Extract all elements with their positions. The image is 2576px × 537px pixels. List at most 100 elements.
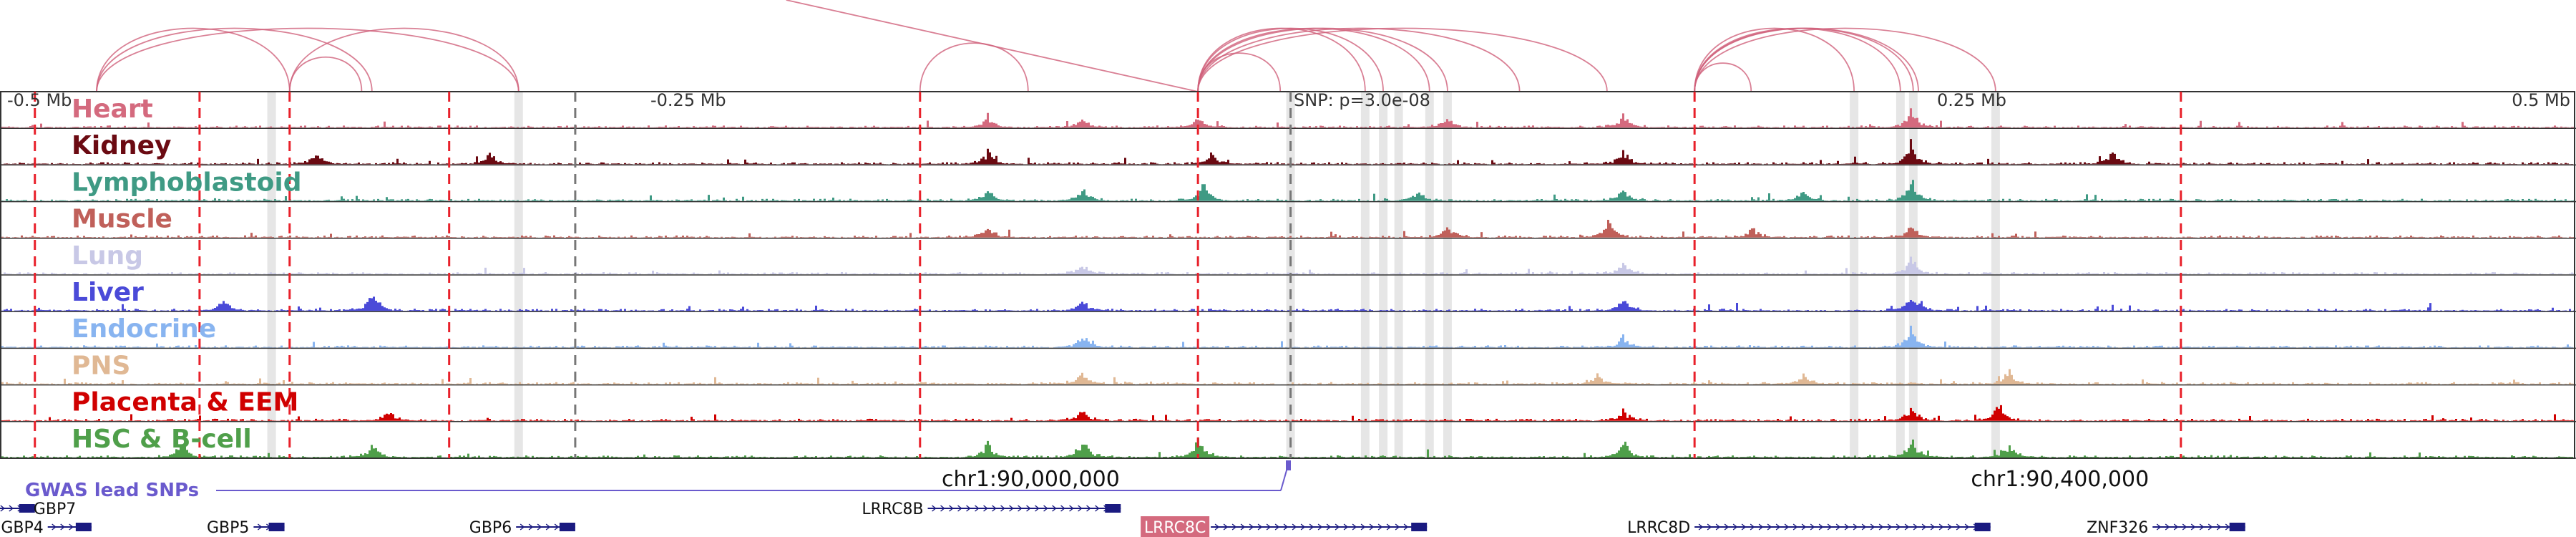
track-signal [1, 296, 2575, 311]
gene-strand-arrow [545, 523, 551, 531]
gwas-label: GWAS lead SNPs [25, 480, 199, 501]
gene-strand-arrow [2225, 523, 2230, 531]
gene-strand-arrow [1827, 523, 1833, 531]
gene-strand-arrow [1257, 523, 1263, 531]
axis-labels: SNP: p=3.0e-08 -0.5 Mb -0.25 Mb 0.25 Mb 0.5… [7, 90, 2570, 110]
track-frame [0, 91, 2575, 459]
gene-label: LRRC8C [1144, 519, 1206, 537]
gene-label: GBP6 [469, 519, 512, 537]
gene-strand-arrow [1231, 523, 1237, 531]
gene-strand-arrow [1223, 523, 1229, 531]
gene-strand-arrow [1095, 505, 1100, 512]
track-labels: Heart Kidney Lymphoblastoid Muscle Lung Liver… [72, 95, 302, 454]
gene-strand-arrow [1300, 523, 1306, 531]
gene-strand-arrow [1956, 523, 1961, 531]
gene-strand-arrow [1026, 505, 1031, 512]
link-arc [96, 27, 291, 92]
gene-label-highlight [1141, 516, 1210, 537]
coordinate-label: chr1:90,000,000 [942, 467, 1120, 492]
link-arc [1197, 27, 1521, 92]
track-label: Endocrine [72, 314, 216, 344]
gene-strand-arrow [69, 523, 74, 531]
gene-strand-arrow [2156, 523, 2162, 531]
gwas-snp-marker [1286, 460, 1291, 470]
gene-strand-arrow [2182, 523, 2187, 531]
gene-strand-arrow [1240, 523, 1246, 531]
gene-strand-arrow [2190, 523, 2196, 531]
gene-strand-arrow [1810, 523, 1815, 531]
link-arc [1197, 27, 1608, 92]
gene-strand-arrow [975, 505, 980, 512]
gene-strand-arrow [1335, 523, 1340, 531]
gene-strand-arrow [983, 505, 988, 512]
gene-strand-arrow [528, 523, 534, 531]
gene-strand-arrow [2199, 523, 2205, 531]
gene-strand-arrow [1870, 523, 1875, 531]
gene-exon [1974, 523, 1991, 531]
link-arc [1694, 27, 1855, 92]
gene-exon [268, 523, 285, 531]
gene-strand-arrow [1801, 523, 1807, 531]
gene-strand-arrow [1861, 523, 1867, 531]
gene-strand-arrow [1964, 523, 1970, 531]
gene-label: GBP7 [34, 500, 76, 518]
track-label: PNS [72, 351, 130, 380]
gene-exon [19, 504, 35, 513]
gene-strand-arrow [1078, 505, 1083, 512]
link-arc [288, 27, 519, 92]
gene-strand-arrow [2165, 523, 2170, 531]
gene-strand-arrow [1741, 523, 1747, 531]
gene-label: ZNF326 [2087, 519, 2148, 537]
link-arc [1694, 27, 1919, 92]
gene-strand-arrow [537, 523, 542, 531]
gene-strand-arrow [1052, 505, 1057, 512]
gene-strand-arrow [1377, 523, 1383, 531]
axis-tick-label: -0.25 Mb [650, 90, 726, 110]
track-label: Lung [72, 241, 143, 271]
gene-strand-arrow [1792, 523, 1798, 531]
gene-strand-arrow [1818, 523, 1824, 531]
link-arc [1197, 27, 1448, 92]
gene-strand-arrow [1698, 523, 1704, 531]
gene-strand-arrow [2216, 523, 2222, 531]
gene-strand-arrow [1767, 523, 1772, 531]
gwas-panel: GWAS lead SNPs chr1:90,000,000 chr1:90,40… [25, 460, 2149, 501]
gene-strand-arrow [1266, 523, 1272, 531]
gene-label: LRRC8B [862, 500, 923, 518]
gene-strand-arrow [1035, 505, 1040, 512]
gene-strand-arrow [1369, 523, 1375, 531]
link-arc [96, 27, 373, 92]
gene-exon [1411, 523, 1428, 531]
gene-strand-arrow [932, 505, 937, 512]
gene-strand-arrow [1018, 505, 1023, 512]
gene-strand-arrow [1292, 523, 1297, 531]
gene-strand-arrow [2173, 523, 2179, 531]
chromatin-links [96, 0, 1996, 92]
gene-strand-arrow [1352, 523, 1357, 531]
gene-strand-arrow [1715, 523, 1721, 531]
track-label: Heart [72, 95, 153, 124]
link-arc [1197, 27, 1366, 92]
gene-strand-arrow [1775, 523, 1781, 531]
gene-strand-arrow [1921, 523, 1927, 531]
gene-label: LRRC8D [1627, 519, 1690, 537]
axis-tick-label: -0.5 Mb [7, 90, 72, 110]
gene-strand-arrow [1043, 505, 1048, 512]
gene-strand-arrow [1274, 523, 1280, 531]
gene-strand-arrow [1386, 523, 1392, 531]
gene-strand-arrow [1913, 523, 1918, 531]
coordinate-label: chr1:90,400,000 [1971, 467, 2149, 492]
gene-strand-arrow [60, 523, 65, 531]
link-arc [1694, 62, 1752, 92]
gene-label: GBP5 [207, 519, 249, 537]
gene-strand-arrow [52, 523, 57, 531]
gene-exon [75, 523, 92, 531]
gene-strand-arrow [1887, 523, 1893, 531]
gene-strand-arrow [1896, 523, 1901, 531]
track-label: HSC & B-cell [72, 425, 252, 454]
gene-strand-arrow [1000, 505, 1005, 512]
gene-strand-arrow [940, 505, 945, 512]
gene-strand-arrow [2207, 523, 2213, 531]
